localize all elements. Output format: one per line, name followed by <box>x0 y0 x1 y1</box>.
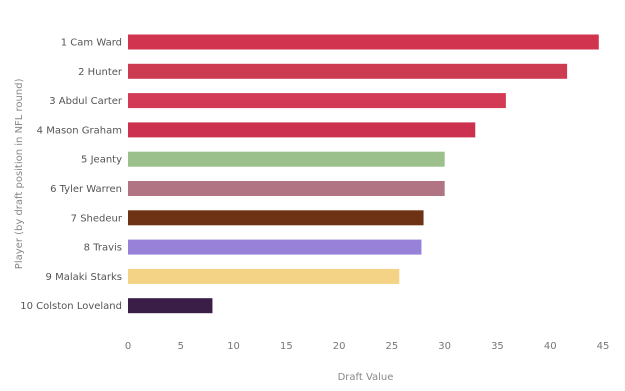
bar-7 <box>128 210 424 226</box>
bar-9 <box>128 268 400 284</box>
x-axis-title: Draft Value <box>338 372 394 383</box>
x-tick-label-4: 20 <box>333 341 346 352</box>
category-label-9: 9 Malaki Starks <box>46 272 122 283</box>
bar-4 <box>128 122 476 138</box>
y-axis-title: Player (by draft position in NFL round) <box>14 78 25 269</box>
x-tick-label-2: 10 <box>227 341 240 352</box>
category-label-6: 6 Tyler Warren <box>50 184 122 195</box>
category-labels: 1 Cam Ward 2 Hunter 3 Abdul Carter 4 Mason … <box>20 38 123 313</box>
bar-5 <box>128 151 445 167</box>
bar-8 <box>128 239 422 255</box>
x-tick-label-9: 45 <box>597 341 610 352</box>
category-label-2: 2 Hunter <box>78 67 123 78</box>
x-tick-label-0: 0 <box>125 341 131 352</box>
x-tick-label-1: 5 <box>178 341 184 352</box>
x-tick-label-8: 40 <box>544 341 557 352</box>
bar-10 <box>128 298 213 314</box>
x-axis-ticks: 0 5 10 15 20 25 30 35 40 45 <box>125 341 610 352</box>
x-tick-label-3: 15 <box>280 341 293 352</box>
category-label-3: 3 Abdul Carter <box>49 96 123 107</box>
category-label-1: 1 Cam Ward <box>61 38 122 49</box>
bar-3 <box>128 93 506 109</box>
category-label-5: 5 Jeanty <box>81 155 122 166</box>
category-label-10: 10 Colston Loveland <box>20 301 122 312</box>
x-tick-label-5: 25 <box>386 341 399 352</box>
x-tick-label-7: 35 <box>491 341 504 352</box>
bars-layer <box>128 34 599 314</box>
category-label-4: 4 Mason Graham <box>37 125 122 136</box>
category-label-7: 7 Shedeur <box>71 213 123 224</box>
category-label-8: 8 Travis <box>84 243 122 254</box>
bar-6 <box>128 181 445 196</box>
x-tick-label-6: 30 <box>438 341 451 352</box>
bar-1 <box>128 34 599 50</box>
bar-2 <box>128 63 568 79</box>
